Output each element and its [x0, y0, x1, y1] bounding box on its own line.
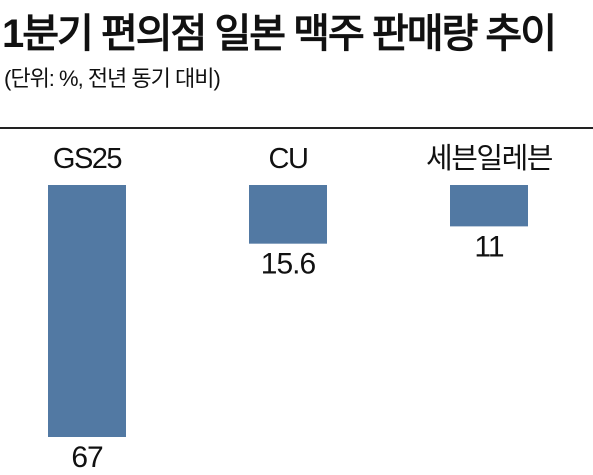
data-label: 15.6: [261, 248, 316, 281]
data-label: 67: [71, 441, 103, 474]
bar: [450, 185, 528, 227]
category-label: CU: [269, 143, 308, 175]
bar: [48, 185, 126, 437]
category-label: 세븐일레븐: [426, 143, 553, 175]
bar: [249, 185, 327, 244]
chart-subtitle: (단위: %, 전년 동기 대비): [4, 66, 221, 91]
chart-title: 1분기 편의점 일본 맥주 판매량 추이: [2, 12, 557, 56]
category-label: GS25: [53, 143, 122, 175]
data-label: 11: [474, 230, 503, 263]
